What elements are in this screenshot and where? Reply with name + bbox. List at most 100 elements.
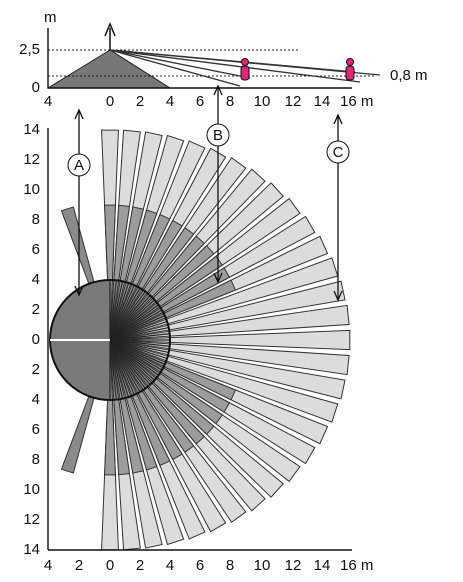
ray — [109, 49, 361, 83]
zone-label: B — [213, 127, 223, 144]
ray — [109, 49, 241, 87]
spoke — [109, 339, 151, 385]
up-arrow — [104, 22, 116, 50]
y-label: 14 — [23, 121, 40, 138]
beam-mid — [109, 339, 131, 476]
x-label: 16 m — [340, 557, 373, 574]
person-head — [346, 58, 354, 66]
x-label: 10 — [254, 557, 271, 574]
x-label: 2 — [136, 557, 144, 574]
y-label: 6 — [32, 241, 40, 258]
spoke — [109, 299, 155, 341]
spoke — [109, 282, 130, 341]
person-head — [241, 58, 249, 66]
spoke — [109, 339, 141, 393]
x-label: 6 — [196, 93, 204, 110]
x-label: 6 — [196, 557, 204, 574]
beam-mid — [109, 339, 171, 467]
spoke — [109, 339, 169, 354]
spoke — [109, 320, 168, 341]
x-label: 8 — [226, 93, 234, 110]
spoke — [109, 339, 168, 360]
beam-mid — [109, 339, 237, 401]
spoke — [109, 304, 159, 341]
x-label: 12 — [285, 557, 302, 574]
y-label: 6 — [32, 421, 40, 438]
zone-badge — [206, 123, 230, 147]
x-label: 2 — [136, 93, 144, 110]
beam — [109, 329, 351, 351]
beam-mid — [109, 204, 131, 341]
y-label: 0 — [32, 331, 40, 348]
zone-badge — [67, 153, 91, 177]
arrow-head — [213, 84, 223, 284]
spoke — [109, 339, 166, 365]
spoke — [109, 339, 170, 347]
x-label: 4 — [166, 93, 174, 110]
y-label: 4 — [32, 271, 40, 288]
beam-mid — [109, 339, 144, 474]
x-label: 4 — [44, 93, 52, 110]
beam-mid — [109, 339, 158, 471]
beam-mid — [109, 213, 171, 341]
x-label: 8 — [226, 557, 234, 574]
arrow-head — [74, 108, 84, 297]
x-label: 14 — [314, 557, 331, 574]
y-label: 10 — [23, 481, 40, 498]
arrow-head — [333, 113, 343, 302]
spoke — [109, 291, 146, 341]
person-body — [240, 65, 250, 81]
spoke — [109, 284, 135, 341]
spoke — [109, 309, 163, 341]
unit: m — [44, 9, 57, 26]
x-label: 10 — [254, 93, 271, 110]
y-label: 12 — [23, 511, 40, 528]
spoke — [109, 339, 146, 389]
y-label: 14 — [23, 541, 40, 558]
y-label: 2 — [32, 301, 40, 318]
spoke — [109, 287, 141, 341]
x-label: 14 — [314, 93, 331, 110]
zone-badge — [326, 140, 350, 164]
spoke — [109, 295, 151, 341]
beam-mid — [109, 209, 158, 341]
spoke — [109, 339, 135, 396]
x-label: 4 — [166, 557, 174, 574]
spoke — [109, 339, 155, 381]
spoke — [109, 339, 159, 376]
x-label: 0 — [106, 93, 114, 110]
y-label: 12 — [23, 151, 40, 168]
x-label: 16 m — [340, 93, 373, 110]
y-label: 0 — [32, 79, 40, 96]
beam-mid — [109, 267, 231, 341]
spoke — [109, 339, 130, 398]
beam-mid — [109, 339, 231, 413]
x-label: 12 — [285, 93, 302, 110]
beam-mid — [104, 204, 116, 341]
spoke — [109, 326, 169, 341]
y-label: 2 — [32, 361, 40, 378]
labels: m2,504 0 2 4 6 8 10 12 14 16 m0,8 m14121086420246… — [19, 9, 427, 574]
ray — [109, 49, 251, 79]
y-label: 4 — [32, 391, 40, 408]
x-label: 4 — [44, 557, 52, 574]
spoke — [109, 281, 124, 341]
spoke — [109, 333, 170, 341]
x-label: 2 — [75, 557, 83, 574]
person-body — [345, 65, 355, 81]
spoke — [109, 339, 163, 371]
y-label: 10 — [23, 181, 40, 198]
spoke — [109, 280, 117, 341]
height-note: 0,8 m — [390, 67, 428, 84]
side-view — [46, 22, 381, 89]
beam-mid — [109, 206, 144, 341]
zone-label: A — [74, 157, 84, 174]
beam-mid — [104, 339, 116, 476]
spoke — [109, 339, 117, 400]
beam-mid — [109, 279, 237, 341]
beam-mid — [109, 219, 183, 341]
y-label: 8 — [32, 211, 40, 228]
beam-mid — [109, 339, 183, 461]
zone-label: C — [333, 144, 344, 161]
